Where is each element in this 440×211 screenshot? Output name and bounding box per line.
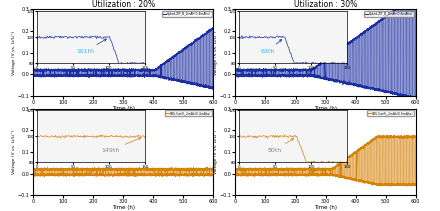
Y-axis label: Voltage (V vs. Li/Li⁺): Voltage (V vs. Li/Li⁺)	[213, 130, 218, 174]
Title: Utilization : 20%: Utilization : 20%	[92, 0, 155, 9]
X-axis label: Time (h): Time (h)	[112, 106, 135, 111]
Legend: Hybrd-ZIF_B_2mAh(0.6mAhs): Hybrd-ZIF_B_2mAh(0.6mAhs)	[364, 11, 414, 17]
X-axis label: Time (h): Time (h)	[112, 206, 135, 210]
Legend: SBS-5wt%_2mAh(0.4mAhs): SBS-5wt%_2mAh(0.4mAhs)	[165, 110, 212, 116]
Y-axis label: Voltage (V vs. Li/Li⁺): Voltage (V vs. Li/Li⁺)	[213, 31, 218, 75]
X-axis label: Time (h): Time (h)	[314, 106, 337, 111]
Title: Utilization : 30%: Utilization : 30%	[294, 0, 357, 9]
Y-axis label: Voltage (V vs. Li/Li⁺): Voltage (V vs. Li/Li⁺)	[11, 31, 16, 75]
X-axis label: Time (h): Time (h)	[314, 206, 337, 210]
Y-axis label: Voltage (V vs. Li/Li⁺): Voltage (V vs. Li/Li⁺)	[11, 130, 16, 174]
Legend: SBS-5wt%_2mAh(0.6mAhs): SBS-5wt%_2mAh(0.6mAhs)	[367, 110, 414, 116]
Legend: Hybrd-ZIF_B_2mAh(0.4mAhs): Hybrd-ZIF_B_2mAh(0.4mAhs)	[162, 11, 212, 17]
